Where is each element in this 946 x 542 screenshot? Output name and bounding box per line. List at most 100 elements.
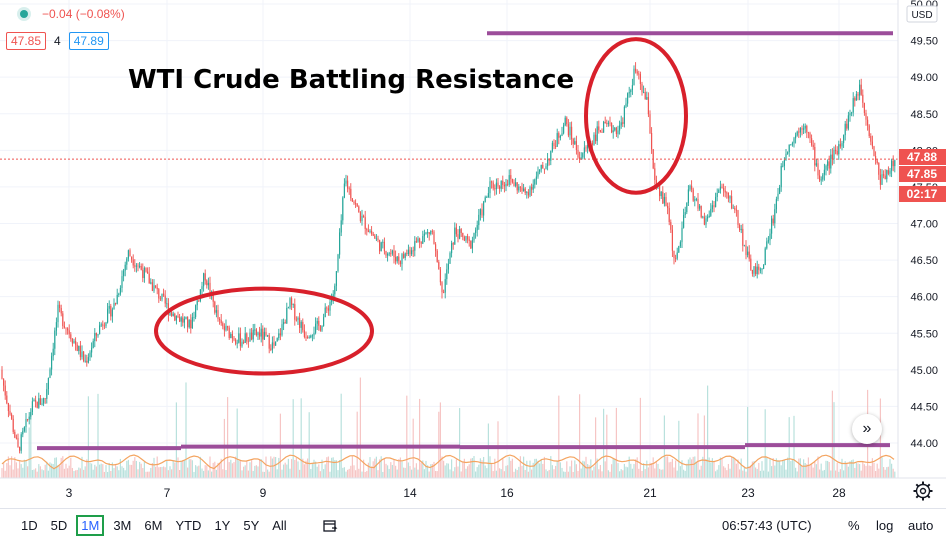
volume-bar [625, 466, 627, 478]
spread-value: 4 [54, 34, 61, 48]
candle-body [755, 266, 757, 275]
candle-body [809, 132, 811, 139]
scroll-to-realtime-button[interactable]: » [852, 414, 882, 444]
volume-bar [507, 465, 509, 478]
candle-body [539, 169, 541, 172]
candle-body [894, 160, 896, 167]
candle-body [6, 395, 8, 404]
candle-body [559, 136, 561, 138]
volume-bar [44, 464, 46, 478]
candle-body [350, 188, 352, 199]
currency-badge[interactable] [906, 5, 938, 23]
candle-body [803, 128, 805, 130]
candle-body [793, 138, 795, 144]
volume-bar [881, 457, 883, 478]
percent-scale-toggle[interactable]: % [848, 518, 860, 533]
timeframe-5y[interactable]: 5Y [243, 518, 260, 533]
candle-body [870, 136, 872, 142]
volume-bar [41, 469, 43, 478]
settings-gear-icon[interactable] [912, 480, 934, 502]
candle-body [606, 123, 608, 125]
candle-body [180, 317, 182, 322]
candle-body [137, 265, 139, 267]
timeframe-3m[interactable]: 3M [113, 518, 132, 533]
volume-bar [676, 470, 678, 478]
timeframe-ytd[interactable]: YTD [175, 518, 202, 533]
candle-body [383, 241, 385, 252]
volume-bar [227, 397, 229, 478]
timeframe-5d[interactable]: 5D [50, 518, 68, 533]
volume-bar [547, 471, 549, 478]
candle-body [257, 332, 259, 336]
candle-body [721, 186, 723, 189]
candle-body [379, 239, 381, 252]
time-axis[interactable]: 3 7 9 14 16 21 23 28 [66, 486, 846, 500]
volume-bar [409, 466, 411, 478]
timeframe-1y[interactable]: 1Y [214, 518, 231, 533]
volume-bar [38, 464, 40, 478]
volume-bar [819, 469, 821, 478]
auto-scale-toggle[interactable]: auto [908, 518, 934, 533]
volume-bar [515, 468, 517, 478]
volume-bar [399, 457, 401, 478]
candle-body [193, 317, 195, 318]
volume-bar [657, 463, 659, 478]
candle-body [289, 298, 291, 308]
candle-body [91, 347, 93, 353]
sell-price-button[interactable]: 47.85 [6, 32, 47, 50]
candle-body [337, 254, 339, 272]
volume-bar [630, 463, 632, 478]
candle-body [614, 127, 616, 131]
volume-bar [692, 456, 694, 478]
volume-bar [396, 469, 398, 478]
candle-body [462, 232, 464, 237]
volume-bar [49, 462, 51, 478]
volume-bar [859, 464, 861, 478]
price-tick-label: 45.00 [910, 365, 938, 377]
utc-clock[interactable]: 06:57:43 (UTC) [722, 518, 812, 533]
volume-bar [708, 457, 710, 478]
candle-body [550, 150, 552, 161]
volume-bar [615, 407, 617, 478]
candle-body [247, 341, 249, 343]
volume-bar [535, 458, 537, 478]
volume-bar [894, 471, 896, 478]
volume-bar [582, 460, 584, 478]
candle-body [230, 333, 232, 338]
candle-body [535, 176, 537, 180]
date-range-icon[interactable] [321, 517, 339, 535]
candle-body [361, 215, 363, 222]
volume-bar [31, 469, 33, 478]
volume-bar [471, 458, 473, 478]
volume-bar [523, 456, 525, 478]
candle-body [604, 121, 606, 124]
candle-body [891, 160, 893, 171]
candle-body [358, 206, 360, 213]
volume-bar [599, 464, 601, 478]
volume-bar [558, 395, 560, 478]
timeframe-1m[interactable]: 1M [76, 515, 105, 536]
volume-bar [745, 471, 747, 478]
candle-body [279, 333, 281, 336]
candle-body [174, 313, 176, 321]
volume-bar [772, 458, 774, 478]
timeframe-1d[interactable]: 1D [21, 518, 38, 533]
log-scale-toggle[interactable]: log [876, 518, 894, 533]
candle-body [737, 210, 739, 225]
candle-body [428, 232, 430, 235]
timeframe-all[interactable]: All [272, 518, 287, 533]
candle-body [4, 385, 6, 396]
volume-bar [262, 471, 264, 478]
candle-body [86, 360, 88, 363]
buy-price-button[interactable]: 47.89 [68, 32, 109, 50]
candle-body [519, 186, 521, 188]
timeframe-6m[interactable]: 6M [144, 518, 163, 533]
volume-bar [827, 460, 829, 478]
candle-body [764, 248, 766, 266]
candle-body [262, 328, 264, 340]
candle-body [526, 192, 528, 194]
candle-body [326, 307, 328, 309]
price-axis[interactable]: 50.0049.5049.0048.5048.0047.5047.0046.50… [910, 0, 938, 450]
volume-bar [84, 466, 86, 478]
